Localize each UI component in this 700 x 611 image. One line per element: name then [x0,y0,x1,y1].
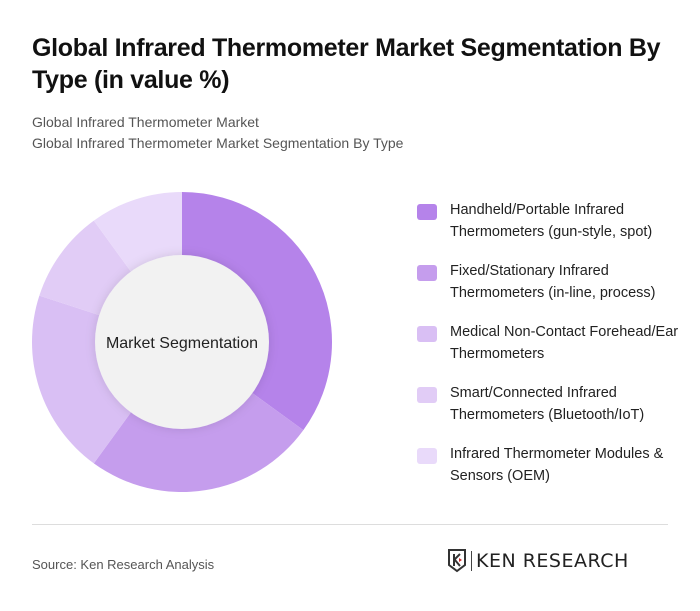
legend-swatch [417,326,437,342]
source-note: Source: Ken Research Analysis [32,557,215,572]
footer-divider [32,524,668,525]
ken-shield-icon [448,549,466,573]
legend-label: Smart/Connected Infrared Thermometers (B… [450,385,645,423]
legend-item-medical: Medical Non-Contact Forehead/Ear Thermom… [417,321,697,382]
legend-swatch [417,204,437,220]
logo-divider [471,551,472,571]
legend-label: Handheld/Portable Infrared Thermometers … [450,202,653,240]
center-label: Market Segmentation [106,335,258,352]
donut-chart: Market Segmentation [32,192,332,492]
legend-swatch [417,265,437,281]
chart-title: Global Infrared Thermometer Market Segme… [32,34,661,94]
legend-label: Infrared Thermometer Modules & Sensors (… [450,446,664,484]
donut-hole [95,255,269,429]
legend: Handheld/Portable Infrared Thermometers … [417,199,697,504]
legend-swatch [417,448,437,464]
chart-subtitle-market: Global Infrared Thermometer Market [32,114,259,130]
logo-text: KEN RESEARCH [476,550,629,572]
legend-swatch [417,387,437,403]
legend-item-modules: Infrared Thermometer Modules & Sensors (… [417,443,697,504]
legend-item-smart: Smart/Connected Infrared Thermometers (B… [417,382,697,443]
legend-label: Medical Non-Contact Forehead/Ear Thermom… [450,324,679,362]
legend-item-fixed: Fixed/Stationary Infrared Thermometers (… [417,260,697,321]
ken-research-logo: KEN RESEARCH [447,549,629,573]
chart-subtitle-segmentation: Global Infrared Thermometer Market Segme… [32,135,404,151]
legend-item-handheld: Handheld/Portable Infrared Thermometers … [417,199,697,260]
legend-label: Fixed/Stationary Infrared Thermometers (… [450,263,656,301]
